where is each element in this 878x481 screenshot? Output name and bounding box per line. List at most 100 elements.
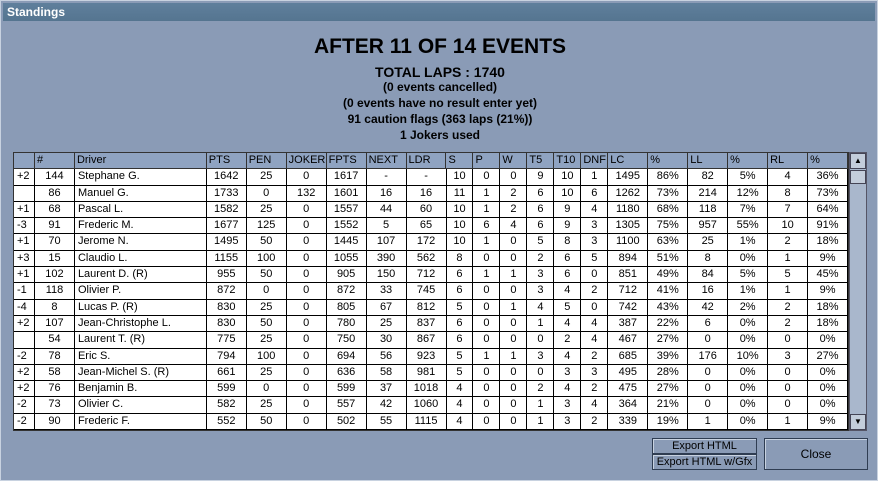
table-cell: 387: [608, 315, 649, 333]
column-header[interactable]: LDR: [406, 153, 447, 170]
column-header[interactable]: %: [648, 153, 689, 170]
table-cell: 56: [366, 348, 407, 365]
table-cell: Jean-Michel S. (R): [74, 364, 207, 382]
table-cell: 7%: [728, 201, 769, 219]
table-cell: Frederic F.: [74, 413, 207, 430]
column-header[interactable]: S: [446, 153, 474, 170]
table-row[interactable]: +2 76 Benjamin B. 599 0 0 599 37 1018 4 0 0 2 4 2 475 27…: [14, 381, 848, 398]
table-row[interactable]: -2 73 Olivier C. 582 25 0 557 42 1060 4 0 0 1 3 4 364 21…: [14, 397, 848, 414]
table-row[interactable]: +2 144 Stephane G. 1642 25 0 1617- -10 0 0 9 10 1 149…: [14, 169, 848, 186]
table-cell: 0: [286, 332, 327, 349]
table-cell: 102: [34, 267, 75, 284]
scroll-thumb[interactable]: [850, 170, 866, 184]
table-cell: 1617: [326, 169, 367, 186]
table-cell: 73%: [648, 185, 689, 202]
table-row[interactable]: 86 Manuel G. 1733 0 132 1601 16 16 11 1 2 6 10 6 1262 7…: [14, 185, 848, 202]
table-cell: 742: [608, 299, 649, 316]
table-cell: -: [366, 169, 407, 186]
table-cell: 685: [608, 348, 649, 365]
column-header[interactable]: %: [808, 153, 848, 170]
table-row[interactable]: -2 90 Frederic F. 552 50 0 502 55 1115 4 0 0 1 3 2 339 1…: [14, 413, 848, 430]
table-cell: 867: [406, 332, 447, 349]
table-cell: 0%: [808, 364, 848, 382]
export-html-gfx-button[interactable]: Export HTML w/Gfx: [652, 454, 757, 470]
table-cell: 39%: [648, 348, 689, 365]
table-row[interactable]: +1 68 Pascal L. 1582 25 0 1557 44 60 10 1 2 6 9 4 1180 6…: [14, 201, 848, 219]
table-row[interactable]: +2 58 Jean-Michel S. (R) 661 25 0 636 58 981 5 0 0 0…: [14, 364, 848, 382]
table-cell: 475: [608, 381, 649, 398]
total-laps: TOTAL LAPS : 1740: [375, 64, 505, 80]
table-row[interactable]: +2 107 Jean-Christophe L. 830 50 0 780 25 837 6 0 0…: [14, 315, 848, 333]
column-header[interactable]: LL: [688, 153, 729, 170]
column-header[interactable]: P: [473, 153, 501, 170]
table-cell: 51%: [648, 250, 689, 268]
column-header[interactable]: LC: [608, 153, 649, 170]
table-cell: 0: [473, 332, 501, 349]
column-header[interactable]: #: [34, 153, 75, 170]
column-header[interactable]: RL: [768, 153, 809, 170]
table-row[interactable]: -3 91 Frederic M. 1677 125 0 1552 5 65 10 6 4 6 9 3 130…: [14, 218, 848, 235]
table-cell: 68: [34, 201, 75, 219]
table-cell: 176: [688, 348, 729, 365]
table-cell: 125: [246, 218, 287, 235]
title-bar: Standings: [3, 3, 875, 21]
scroll-up-button[interactable]: ▲: [850, 153, 866, 169]
table-cell: 1: [473, 348, 501, 365]
vertical-scrollbar[interactable]: ▲ ▼: [849, 152, 867, 431]
table-cell: 0: [500, 283, 528, 300]
table-cell: 0%: [808, 381, 848, 398]
column-header[interactable]: %: [728, 153, 769, 170]
column-header[interactable]: PTS: [206, 153, 247, 170]
table-cell: 25: [246, 201, 287, 219]
table-cell: 6: [473, 218, 501, 235]
column-header[interactable]: JOKER: [286, 153, 327, 170]
table-cell: 9: [554, 201, 582, 219]
table-cell: 5: [446, 299, 474, 316]
table-cell: 16: [366, 185, 407, 202]
table-row[interactable]: -4 8 Lucas P. (R) 830 25 0 805 67 812 5 0 1 4 5 0 742 43…: [14, 299, 848, 316]
column-header[interactable]: NEXT: [366, 153, 407, 170]
column-header[interactable]: PEN: [246, 153, 287, 170]
table-cell: 78: [34, 348, 75, 365]
table-row[interactable]: 54 Laurent T. (R) 775 25 0 750 30 867 6 0 0 0 2 4 467 2…: [14, 332, 848, 349]
column-header[interactable]: T5: [527, 153, 555, 170]
table-cell: 4: [527, 299, 555, 316]
table-cell: 467: [608, 332, 649, 349]
column-header[interactable]: T10: [554, 153, 582, 170]
table-cell: 1: [500, 267, 528, 284]
column-header[interactable]: Driver: [74, 153, 207, 170]
table-cell: 0: [500, 381, 528, 398]
table-cell: 552: [206, 413, 247, 430]
table-cell: 0: [500, 169, 528, 186]
table-cell: 1495: [206, 234, 247, 251]
table-row[interactable]: +3 15 Claudio L. 1155 100 0 1055 390 562 8 0 0 2 6 5 89…: [14, 250, 848, 268]
table-cell: 2: [581, 348, 609, 365]
jokers-used: 1 Jokers used: [399, 128, 481, 142]
column-header[interactable]: FPTS: [326, 153, 367, 170]
column-header[interactable]: W: [500, 153, 528, 170]
scroll-down-button[interactable]: ▼: [850, 414, 866, 430]
table-cell: 4: [446, 381, 474, 398]
table-cell: 2: [527, 381, 555, 398]
table-cell: 10: [446, 201, 474, 219]
export-html-button[interactable]: Export HTML: [652, 438, 757, 454]
close-button[interactable]: Close: [764, 438, 868, 470]
table-cell: 0%: [728, 413, 769, 430]
table-row[interactable]: -2 78 Eric S. 794 100 0 694 56 923 5 1 1 3 4 2 685 39% 17…: [14, 348, 848, 365]
column-header[interactable]: [14, 153, 35, 170]
table-row[interactable]: +1 70 Jerome N. 1495 50 0 1445 107 172 10 1 0 5 8 3 110…: [14, 234, 848, 251]
column-header[interactable]: DNF: [581, 153, 609, 170]
table-cell: 60: [406, 201, 447, 219]
table-cell: 830: [206, 299, 247, 316]
table-cell: 8: [34, 299, 75, 316]
table-cell: 25: [246, 397, 287, 414]
table-row[interactable]: -1 118 Olivier P. 872 0 0 872 33 745 6 0 0 3 4 2 712 41%…: [14, 283, 848, 300]
table-cell: +2: [14, 315, 35, 333]
table-cell: 91%: [808, 218, 848, 235]
table-cell: 2: [527, 250, 555, 268]
table-cell: 4: [554, 348, 582, 365]
table-cell: +1: [14, 234, 35, 251]
table-cell: 0%: [808, 397, 848, 414]
table-row[interactable]: +1 102 Laurent D. (R) 955 50 0 905 150 712 6 1 1 3 6 0…: [14, 267, 848, 284]
table-cell: 0: [500, 315, 528, 333]
